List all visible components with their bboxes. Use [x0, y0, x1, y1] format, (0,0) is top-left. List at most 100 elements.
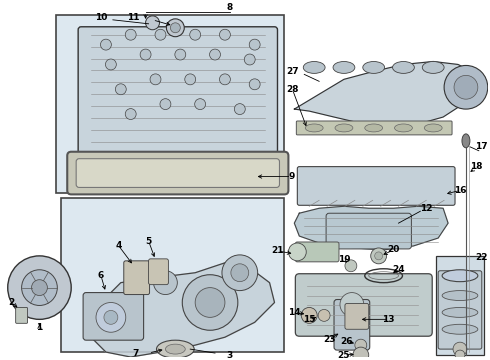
Circle shape [231, 264, 249, 282]
Text: 14: 14 [288, 308, 301, 317]
Circle shape [371, 248, 387, 264]
Circle shape [195, 288, 225, 318]
Circle shape [155, 29, 166, 40]
Text: 8: 8 [227, 4, 233, 13]
Circle shape [8, 256, 71, 319]
Polygon shape [91, 263, 274, 357]
Circle shape [146, 16, 159, 30]
Circle shape [175, 49, 186, 60]
FancyBboxPatch shape [67, 152, 289, 194]
Ellipse shape [305, 124, 323, 132]
Text: 11: 11 [127, 13, 140, 22]
Circle shape [125, 109, 136, 120]
FancyBboxPatch shape [438, 271, 482, 349]
Ellipse shape [442, 324, 478, 334]
Circle shape [455, 350, 465, 360]
Circle shape [453, 342, 467, 356]
Ellipse shape [363, 62, 385, 73]
Text: 2: 2 [8, 298, 15, 307]
Text: 28: 28 [286, 85, 298, 94]
Text: 22: 22 [476, 253, 488, 262]
FancyBboxPatch shape [295, 274, 432, 336]
Ellipse shape [392, 62, 415, 73]
Circle shape [345, 260, 357, 272]
Polygon shape [294, 62, 478, 127]
Circle shape [318, 310, 330, 321]
FancyBboxPatch shape [295, 242, 339, 262]
FancyBboxPatch shape [61, 198, 284, 352]
Circle shape [22, 270, 57, 306]
FancyBboxPatch shape [78, 27, 277, 157]
Circle shape [340, 293, 364, 316]
Ellipse shape [424, 124, 442, 132]
Text: 12: 12 [420, 204, 433, 213]
Circle shape [249, 39, 260, 50]
Text: 25: 25 [338, 351, 350, 360]
FancyBboxPatch shape [436, 256, 484, 355]
Circle shape [353, 347, 369, 360]
Circle shape [195, 99, 206, 109]
Circle shape [160, 99, 171, 109]
Text: 24: 24 [392, 265, 405, 274]
Ellipse shape [156, 340, 194, 358]
FancyBboxPatch shape [148, 259, 169, 285]
Text: 17: 17 [475, 142, 488, 151]
Circle shape [115, 84, 126, 95]
FancyBboxPatch shape [83, 293, 144, 340]
Text: 1: 1 [36, 323, 43, 332]
Text: 4: 4 [116, 242, 122, 251]
Text: 9: 9 [288, 172, 294, 181]
Ellipse shape [394, 124, 413, 132]
Circle shape [355, 339, 367, 351]
Ellipse shape [462, 134, 470, 148]
Text: 16: 16 [454, 186, 466, 195]
Circle shape [190, 29, 200, 40]
Circle shape [375, 252, 383, 260]
Text: 15: 15 [303, 315, 316, 324]
FancyBboxPatch shape [326, 213, 412, 249]
Circle shape [182, 275, 238, 330]
Circle shape [96, 302, 126, 332]
Text: 10: 10 [95, 13, 107, 22]
Circle shape [31, 280, 48, 296]
FancyBboxPatch shape [334, 300, 370, 350]
Circle shape [185, 74, 196, 85]
FancyBboxPatch shape [16, 307, 27, 323]
Text: 3: 3 [227, 351, 233, 360]
Polygon shape [294, 206, 448, 250]
Text: 5: 5 [146, 237, 152, 246]
Circle shape [104, 310, 118, 324]
Circle shape [100, 39, 111, 50]
Circle shape [171, 23, 180, 33]
Ellipse shape [365, 124, 383, 132]
Circle shape [444, 66, 488, 109]
Text: 7: 7 [132, 348, 139, 357]
FancyBboxPatch shape [76, 159, 279, 188]
Text: 20: 20 [388, 246, 400, 255]
Circle shape [220, 74, 230, 85]
Text: 27: 27 [286, 67, 299, 76]
Circle shape [167, 19, 184, 37]
FancyBboxPatch shape [296, 121, 452, 135]
Circle shape [301, 307, 317, 323]
Ellipse shape [303, 62, 325, 73]
Ellipse shape [422, 62, 444, 73]
Ellipse shape [442, 270, 478, 282]
Text: 21: 21 [271, 246, 284, 255]
Ellipse shape [442, 307, 478, 318]
FancyBboxPatch shape [124, 261, 149, 294]
Ellipse shape [166, 344, 185, 354]
Ellipse shape [335, 124, 353, 132]
FancyBboxPatch shape [345, 303, 369, 329]
Circle shape [105, 59, 116, 70]
Circle shape [140, 49, 151, 60]
Text: 19: 19 [338, 255, 350, 264]
Text: 23: 23 [323, 335, 335, 344]
Text: 18: 18 [469, 162, 482, 171]
Text: 26: 26 [341, 337, 353, 346]
Circle shape [153, 271, 177, 294]
Ellipse shape [442, 291, 478, 301]
Circle shape [249, 79, 260, 90]
Circle shape [125, 29, 136, 40]
Circle shape [210, 49, 220, 60]
